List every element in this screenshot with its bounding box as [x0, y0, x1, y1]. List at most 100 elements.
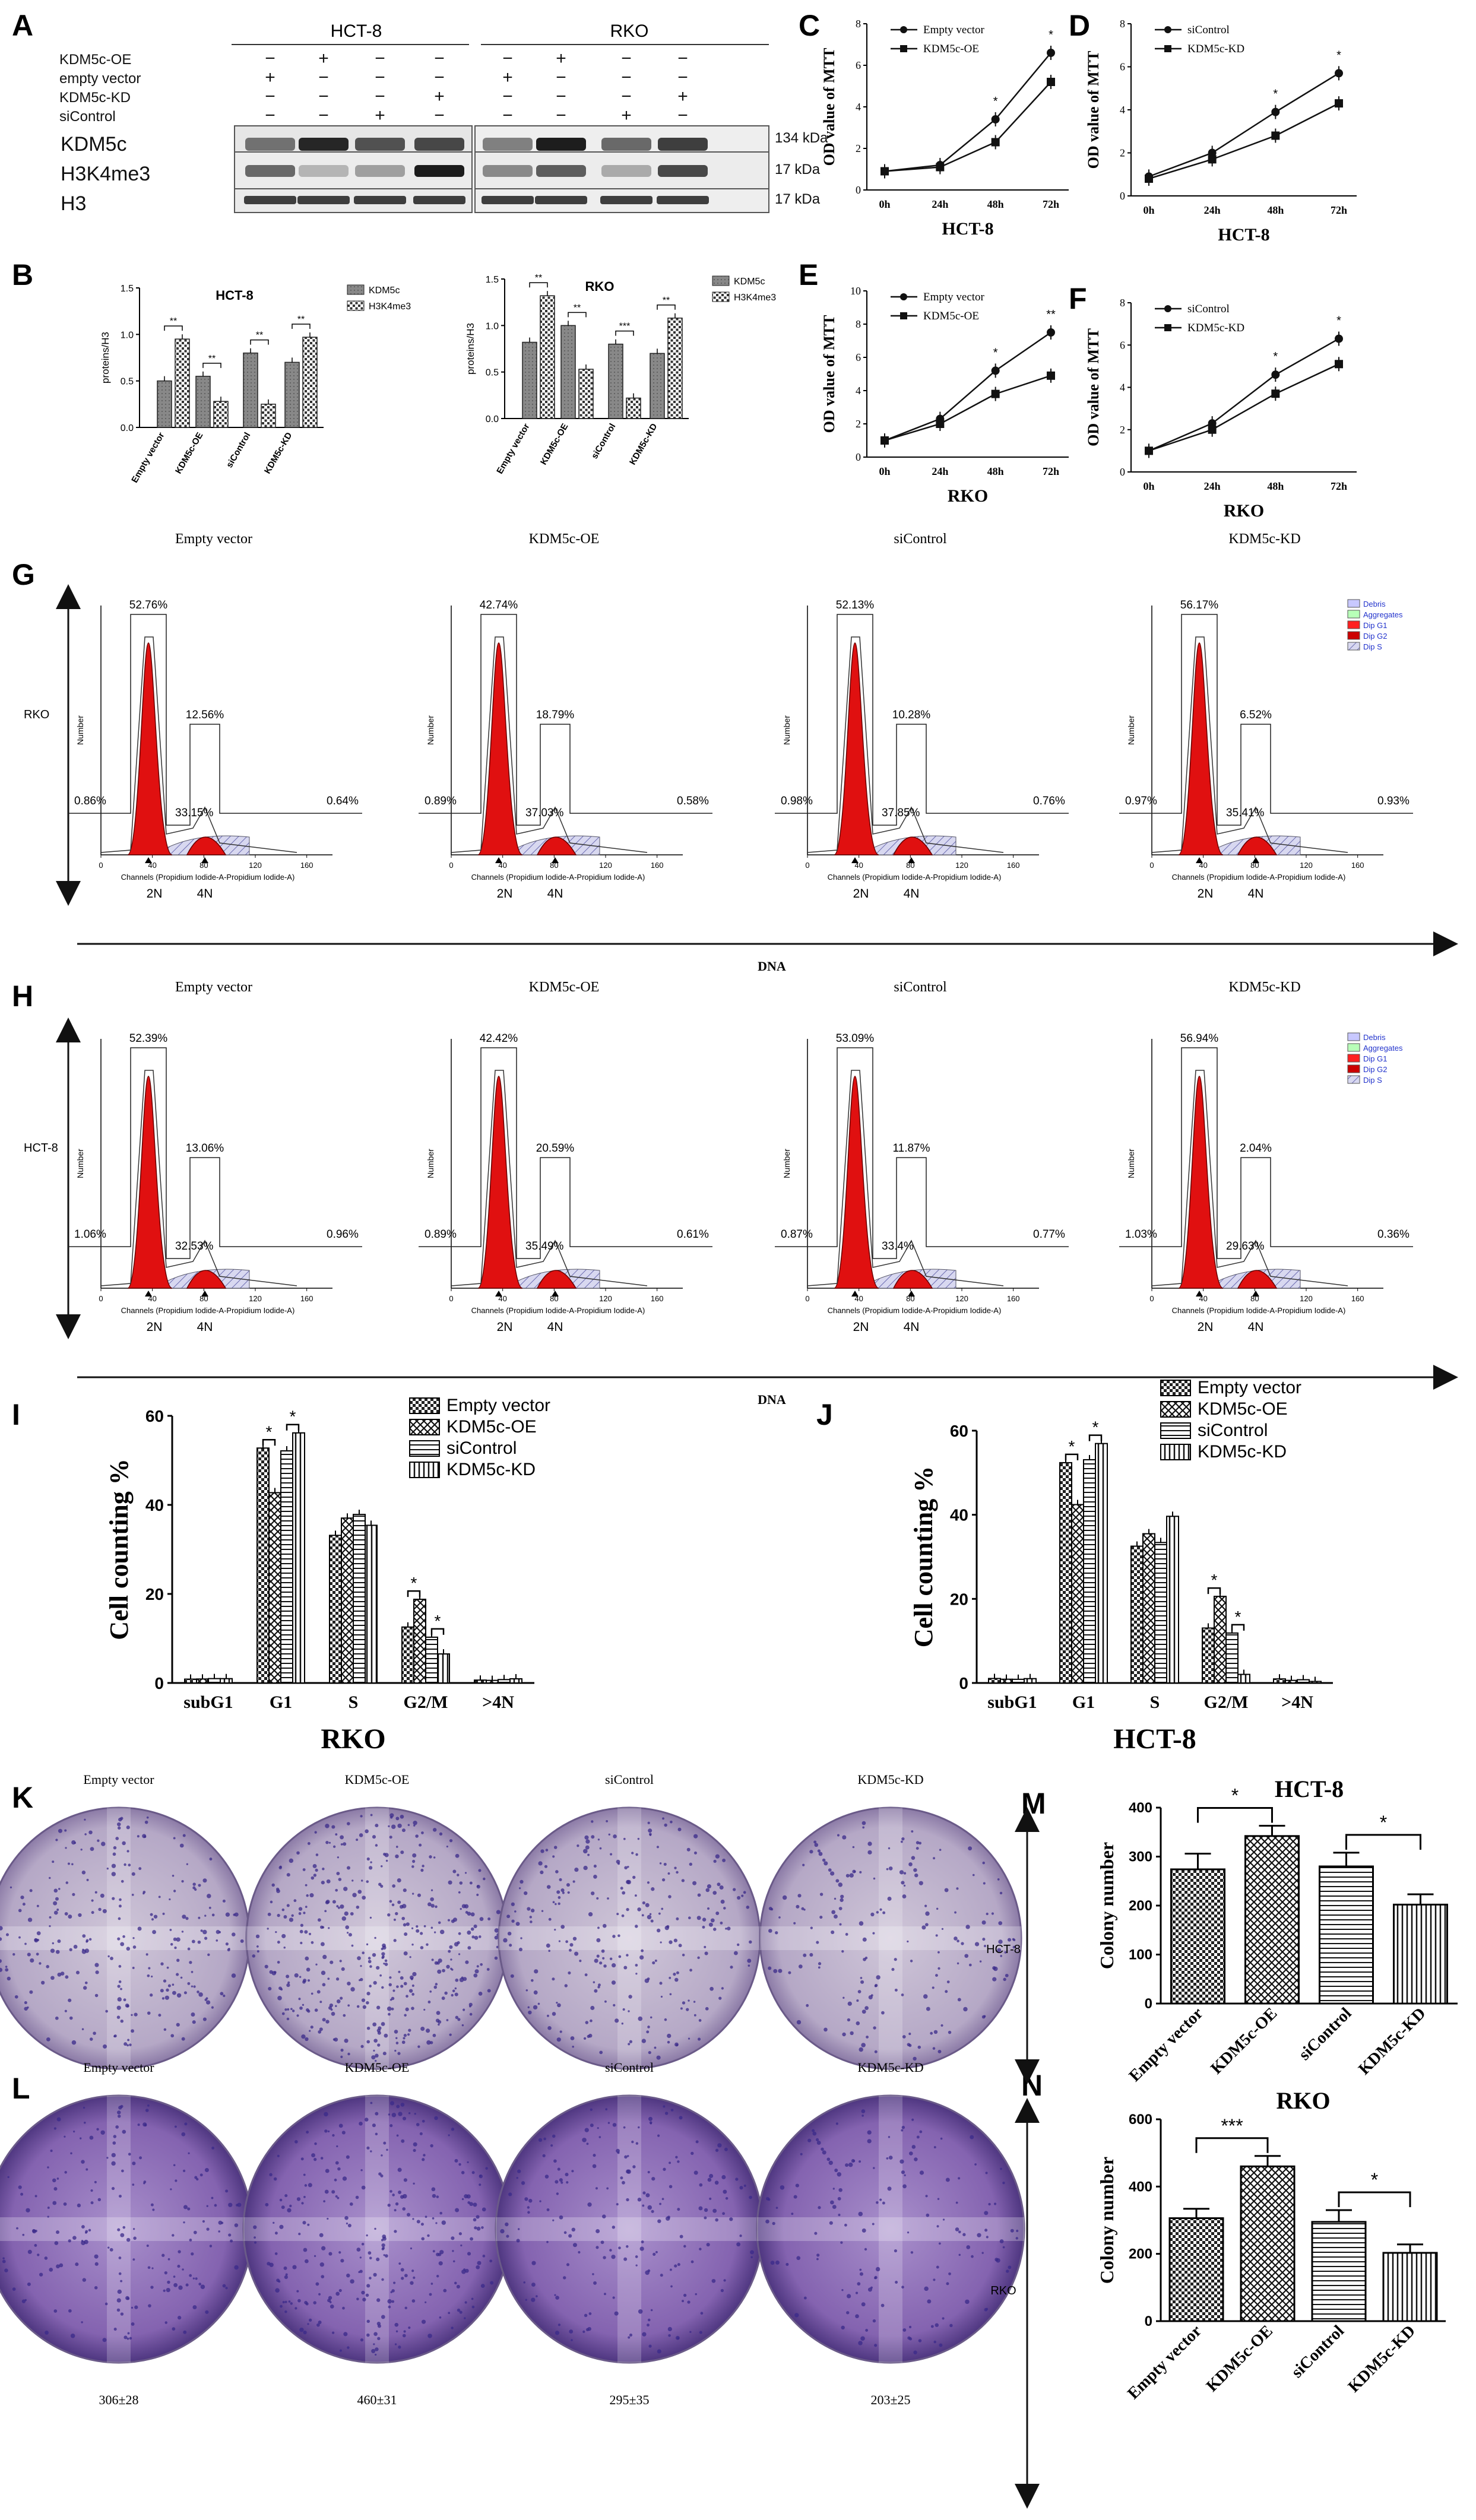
colony-dot: [723, 1907, 726, 1910]
colony-dot: [444, 1991, 448, 1995]
colony-dot: [145, 1953, 148, 1956]
colony-dot: [479, 1935, 482, 1938]
colony-dot: [611, 2255, 616, 2259]
colony-dot: [389, 1976, 392, 1979]
colony-dot: [669, 2161, 672, 2164]
colony-dot: [187, 1982, 191, 1985]
legend-label: KDM5c: [734, 277, 765, 287]
colony-dot: [315, 1868, 318, 1872]
colony-dot: [122, 2226, 126, 2229]
colony-dot: [265, 2202, 269, 2207]
colony-dot: [803, 1953, 807, 1957]
colony-dot: [473, 1924, 477, 1928]
gate-lines: [419, 1047, 712, 1259]
colony-dot: [669, 1940, 673, 1944]
colony-dot: [550, 2144, 553, 2147]
marker-2n: [495, 857, 502, 863]
colony-dot: [384, 1959, 388, 1963]
colony-dot: [430, 2144, 433, 2148]
colony-dot: [338, 1878, 342, 1881]
colony-dot: [725, 1928, 727, 1930]
colony-dot: [346, 2222, 349, 2225]
colony-dot: [455, 1978, 459, 1982]
colony-dot: [439, 1929, 445, 1935]
colony-dot: [874, 2277, 877, 2280]
colony-dot: [457, 2308, 461, 2312]
colony-dot: [346, 1866, 351, 1870]
colony-dot: [552, 1901, 555, 1904]
colony-dot: [591, 1820, 594, 1823]
colony-dot: [554, 1928, 556, 1931]
colony-dot: [454, 2158, 458, 2163]
colony-dot: [695, 2293, 697, 2296]
colony-dot: [369, 1965, 372, 1968]
category-label: >4N: [1281, 1692, 1313, 1712]
colony-dot: [451, 1993, 454, 1997]
x-tick-label: 120: [1300, 1294, 1313, 1303]
bar: [280, 1450, 293, 1684]
colony-dot: [590, 2108, 593, 2111]
colony-dot: [393, 1939, 397, 1942]
colony-dot: [384, 1963, 388, 1966]
data-point: [936, 420, 945, 428]
colony-dot: [404, 2014, 407, 2017]
colony-dot: [479, 1917, 484, 1921]
colony-dot: [420, 2223, 424, 2226]
colony-dot: [283, 1915, 287, 1919]
colony-dot: [343, 2332, 348, 2337]
colony-dot: [315, 1853, 319, 1856]
colony-dot: [901, 1881, 905, 1885]
colony-dot: [111, 1872, 116, 1876]
bar: [1244, 1835, 1300, 2005]
colony-dot: [710, 1918, 715, 1923]
colony-dot: [284, 2300, 287, 2303]
colony-dot: [29, 1990, 33, 1994]
lane-sign: −: [375, 49, 385, 68]
colony-dot: [166, 1966, 169, 1969]
legend-label: Dip S: [1363, 1076, 1382, 1085]
bar: [208, 1678, 221, 1684]
colony-dot: [970, 2135, 974, 2139]
colony-dot: [196, 2177, 199, 2181]
colony-dot: [834, 1897, 837, 1900]
colony-dot: [324, 1910, 327, 1913]
colony-dot: [402, 2207, 406, 2211]
y-axis-title: OD value of MTT: [1085, 328, 1102, 446]
panel-label-f: F: [1069, 282, 1087, 315]
colony-dot: [887, 2186, 892, 2191]
colony-dot: [53, 2309, 58, 2313]
over4n-percent: 0.93%: [1377, 795, 1410, 807]
category-label: >4N: [482, 1692, 514, 1712]
colony-dot: [153, 1914, 158, 1919]
colony-dot: [394, 2030, 398, 2034]
colony-dot: [637, 1907, 641, 1912]
colony-dot: [195, 2277, 198, 2280]
gate-lines: [775, 1047, 1069, 1259]
sig-mark: *: [1211, 1571, 1218, 1589]
colony-dot: [192, 2277, 195, 2280]
colony-dot: [450, 1958, 452, 1961]
legend-swatch: [1160, 1380, 1191, 1396]
colony-dot: [909, 2325, 912, 2328]
colony-dot: [34, 2195, 37, 2198]
colony-dot: [631, 2140, 634, 2144]
colony-dot: [590, 2005, 595, 2010]
colony-dot: [162, 1912, 165, 1915]
colony-dot: [662, 1817, 665, 1820]
colony-dot: [321, 2275, 325, 2278]
colony-dot: [403, 2178, 408, 2182]
x-axis-title: Channels (Propidium Iodide-A-Propidium I…: [471, 873, 645, 882]
colony-dot: [205, 2000, 211, 2005]
colony-dot: [677, 2263, 680, 2267]
colony-dot: [454, 1987, 457, 1990]
colony-dot: [478, 1992, 483, 1996]
colony-dot: [27, 2282, 31, 2286]
colony-dot: [436, 2011, 441, 2015]
colony-dot: [430, 1889, 433, 1891]
colony-dot: [841, 2325, 845, 2330]
colony-dot: [300, 1941, 303, 1945]
colony-dot: [360, 2338, 364, 2342]
legend-label: Dip G2: [1363, 1065, 1387, 1074]
colony-dot: [517, 2228, 520, 2230]
colony-dishes-hct8: Empty vector274±32KDM5c-OE342±21siContro…: [0, 1772, 1040, 2113]
